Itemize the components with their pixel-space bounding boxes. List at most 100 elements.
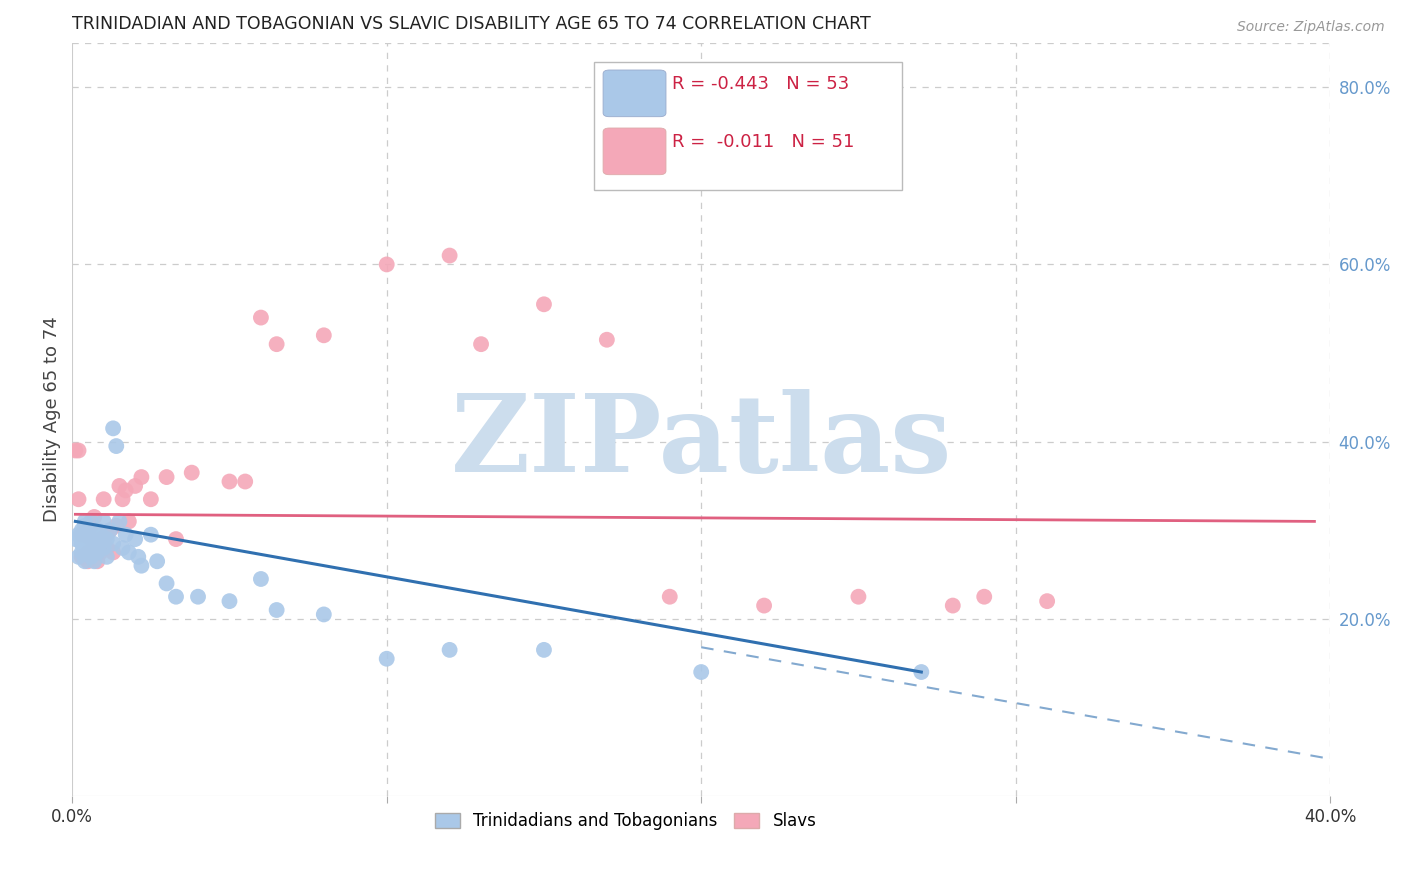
FancyBboxPatch shape xyxy=(603,70,666,117)
Point xyxy=(118,545,141,559)
Point xyxy=(375,257,398,271)
Text: R =  -0.011   N = 51: R = -0.011 N = 51 xyxy=(672,133,855,152)
Point xyxy=(90,527,112,541)
Point xyxy=(73,549,96,564)
Text: TRINIDADIAN AND TOBAGONIAN VS SLAVIC DISABILITY AGE 65 TO 74 CORRELATION CHART: TRINIDADIAN AND TOBAGONIAN VS SLAVIC DIS… xyxy=(72,15,870,33)
Point xyxy=(973,590,995,604)
Point xyxy=(67,492,90,507)
Point xyxy=(942,599,965,613)
Point xyxy=(114,527,136,541)
Point xyxy=(108,515,131,529)
Point xyxy=(375,651,398,665)
FancyBboxPatch shape xyxy=(595,62,903,190)
Point xyxy=(70,527,93,541)
Point xyxy=(98,523,121,537)
Point xyxy=(155,576,177,591)
Point xyxy=(187,590,209,604)
Point xyxy=(131,470,153,484)
Point xyxy=(83,554,105,568)
Point xyxy=(165,532,187,546)
Point xyxy=(67,527,90,541)
Point xyxy=(124,532,146,546)
Point xyxy=(96,532,118,546)
Point xyxy=(439,248,461,262)
Legend: Trinidadians and Tobagonians, Slavs: Trinidadians and Tobagonians, Slavs xyxy=(429,805,823,837)
Point xyxy=(105,518,128,533)
Point xyxy=(96,541,118,555)
Point xyxy=(80,532,103,546)
Point xyxy=(83,527,105,541)
Point xyxy=(165,590,187,604)
Point xyxy=(146,554,169,568)
Point xyxy=(1036,594,1059,608)
Point xyxy=(470,337,492,351)
Point xyxy=(67,549,90,564)
Point xyxy=(312,328,335,343)
Point xyxy=(111,492,134,507)
Point xyxy=(439,643,461,657)
Point xyxy=(86,545,108,559)
Point xyxy=(312,607,335,622)
Point xyxy=(533,643,555,657)
Point xyxy=(101,536,124,550)
Point xyxy=(77,554,100,568)
Point xyxy=(218,475,240,489)
Point xyxy=(101,421,124,435)
Point xyxy=(658,590,681,604)
Text: ZIPatlas: ZIPatlas xyxy=(450,389,952,495)
Point xyxy=(690,665,713,679)
Text: Source: ZipAtlas.com: Source: ZipAtlas.com xyxy=(1237,20,1385,34)
Point xyxy=(73,527,96,541)
Point xyxy=(70,536,93,550)
Point xyxy=(96,549,118,564)
Point xyxy=(93,492,115,507)
Point xyxy=(67,443,90,458)
Point xyxy=(118,515,141,529)
Point xyxy=(86,554,108,568)
Point xyxy=(111,541,134,555)
Point xyxy=(70,523,93,537)
Point xyxy=(90,545,112,559)
Point xyxy=(105,439,128,453)
Point xyxy=(155,470,177,484)
Point xyxy=(77,536,100,550)
Point xyxy=(101,545,124,559)
Point xyxy=(80,549,103,564)
Point xyxy=(250,310,273,325)
Point xyxy=(233,475,256,489)
FancyBboxPatch shape xyxy=(603,128,666,175)
Point xyxy=(80,518,103,533)
Point xyxy=(80,549,103,564)
Point xyxy=(180,466,202,480)
Point xyxy=(131,558,153,573)
Y-axis label: Disability Age 65 to 74: Disability Age 65 to 74 xyxy=(44,317,60,523)
Point xyxy=(108,479,131,493)
Point xyxy=(533,297,555,311)
Point xyxy=(70,549,93,564)
Point xyxy=(250,572,273,586)
Point xyxy=(910,665,932,679)
Point xyxy=(86,541,108,555)
Point xyxy=(73,515,96,529)
Point xyxy=(65,532,87,546)
Point xyxy=(83,541,105,555)
Point xyxy=(83,545,105,559)
Text: R = -0.443   N = 53: R = -0.443 N = 53 xyxy=(672,75,849,94)
Point xyxy=(77,527,100,541)
Point xyxy=(218,594,240,608)
Point xyxy=(848,590,870,604)
Point xyxy=(90,536,112,550)
Point xyxy=(77,545,100,559)
Point xyxy=(70,545,93,559)
Point xyxy=(86,523,108,537)
Point xyxy=(77,545,100,559)
Point xyxy=(139,527,162,541)
Point xyxy=(596,333,619,347)
Point xyxy=(266,603,288,617)
Point xyxy=(80,532,103,546)
Point xyxy=(80,515,103,529)
Point xyxy=(90,532,112,546)
Point xyxy=(73,554,96,568)
Point xyxy=(73,518,96,533)
Point xyxy=(93,541,115,555)
